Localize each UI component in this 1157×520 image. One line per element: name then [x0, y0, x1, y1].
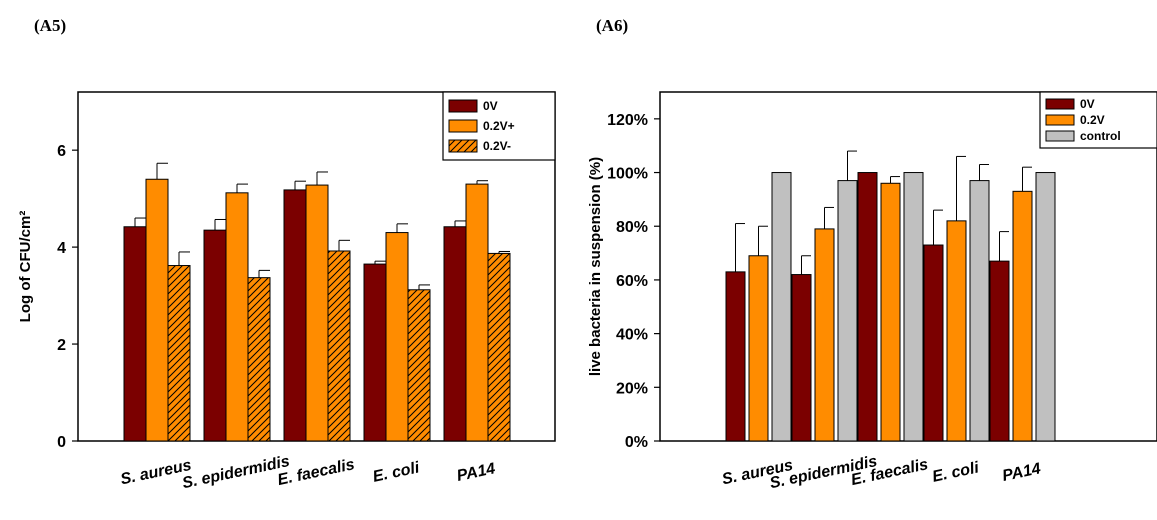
y-tick-label: 120%: [607, 112, 648, 129]
y-tick-label: 100%: [607, 166, 648, 183]
x-tick-label: PA14: [455, 460, 497, 485]
bar-0-2v: [946, 220, 967, 442]
bar-0v: [989, 260, 1010, 442]
legend-swatch-0v: [448, 99, 478, 113]
bar-0v: [725, 271, 746, 442]
x-tick-label: E. coli: [371, 459, 421, 486]
bar-0-2v: [327, 250, 351, 442]
y-tick-label: 0: [57, 434, 66, 451]
y-tick-label: 80%: [616, 219, 648, 236]
y-tick-label: 20%: [616, 380, 648, 397]
bar-0-2v: [167, 265, 191, 442]
chart-a6: 0% 20% 40% 60% 80% 100% 120% live bacteria in s…: [587, 91, 1157, 492]
bar-0-2v: [814, 228, 835, 442]
bar-0-2v: [1012, 190, 1033, 442]
y-tick-label: 4: [57, 240, 66, 257]
y-tick-label: 2: [57, 337, 66, 354]
y-tick-label: 0%: [625, 434, 648, 451]
bar-0v: [283, 189, 307, 442]
bar-control: [903, 172, 924, 442]
bar-0-2v: [487, 252, 511, 442]
legend-label-0-2v: 0.2V: [1080, 113, 1105, 127]
legend-swatch-0-2v: [1045, 114, 1075, 126]
bar-0-2v: [305, 184, 329, 442]
bar-0v: [443, 226, 467, 442]
legend-swatch-0-2v: [448, 139, 478, 153]
bar-0v: [123, 226, 147, 442]
bar-0-2v: [225, 192, 249, 442]
bar-0v: [923, 244, 944, 442]
legend-label-0-2v: 0.2V-: [483, 139, 511, 153]
x-tick-label: S. epidermidis: [181, 453, 292, 492]
x-tick-label: E. coli: [931, 459, 981, 486]
bar-control: [1035, 172, 1056, 442]
panel-label-a5: (A5): [34, 16, 67, 35]
legend-swatch-control: [1045, 130, 1075, 142]
legend-label-0v: 0V: [483, 99, 498, 113]
bar-0-2v: [748, 255, 769, 442]
bar-0-2v: [145, 178, 169, 442]
legend-label-0-2v: 0.2V+: [483, 119, 515, 133]
y-tick-label: 60%: [616, 273, 648, 290]
bar-0v: [857, 172, 878, 442]
bar-0-2v: [247, 277, 271, 442]
bar-0v: [203, 229, 227, 442]
y-axis-title: Log of CFU/cm²: [17, 211, 34, 323]
bar-0-2v: [385, 232, 409, 442]
legend-swatch-0v: [1045, 98, 1075, 110]
panel-label-a6: (A6): [596, 16, 629, 35]
y-axis-title: live bacteria in suspension (%): [587, 157, 604, 376]
legend-swatch-0-2v: [448, 119, 478, 133]
legend-label-0v: 0V: [1080, 97, 1095, 111]
bar-0-2v: [407, 289, 431, 442]
x-tick-label: PA14: [1001, 460, 1043, 485]
bar-0-2v: [465, 183, 489, 442]
bar-control: [969, 180, 990, 442]
legend-label-control: control: [1080, 129, 1121, 143]
bar-0v: [363, 263, 387, 442]
y-tick-label: 6: [57, 143, 66, 160]
y-tick-label: 40%: [616, 327, 648, 344]
bar-control: [837, 180, 858, 442]
bar-control: [771, 172, 792, 442]
bar-0-2v: [880, 182, 901, 442]
bar-0v: [791, 274, 812, 442]
